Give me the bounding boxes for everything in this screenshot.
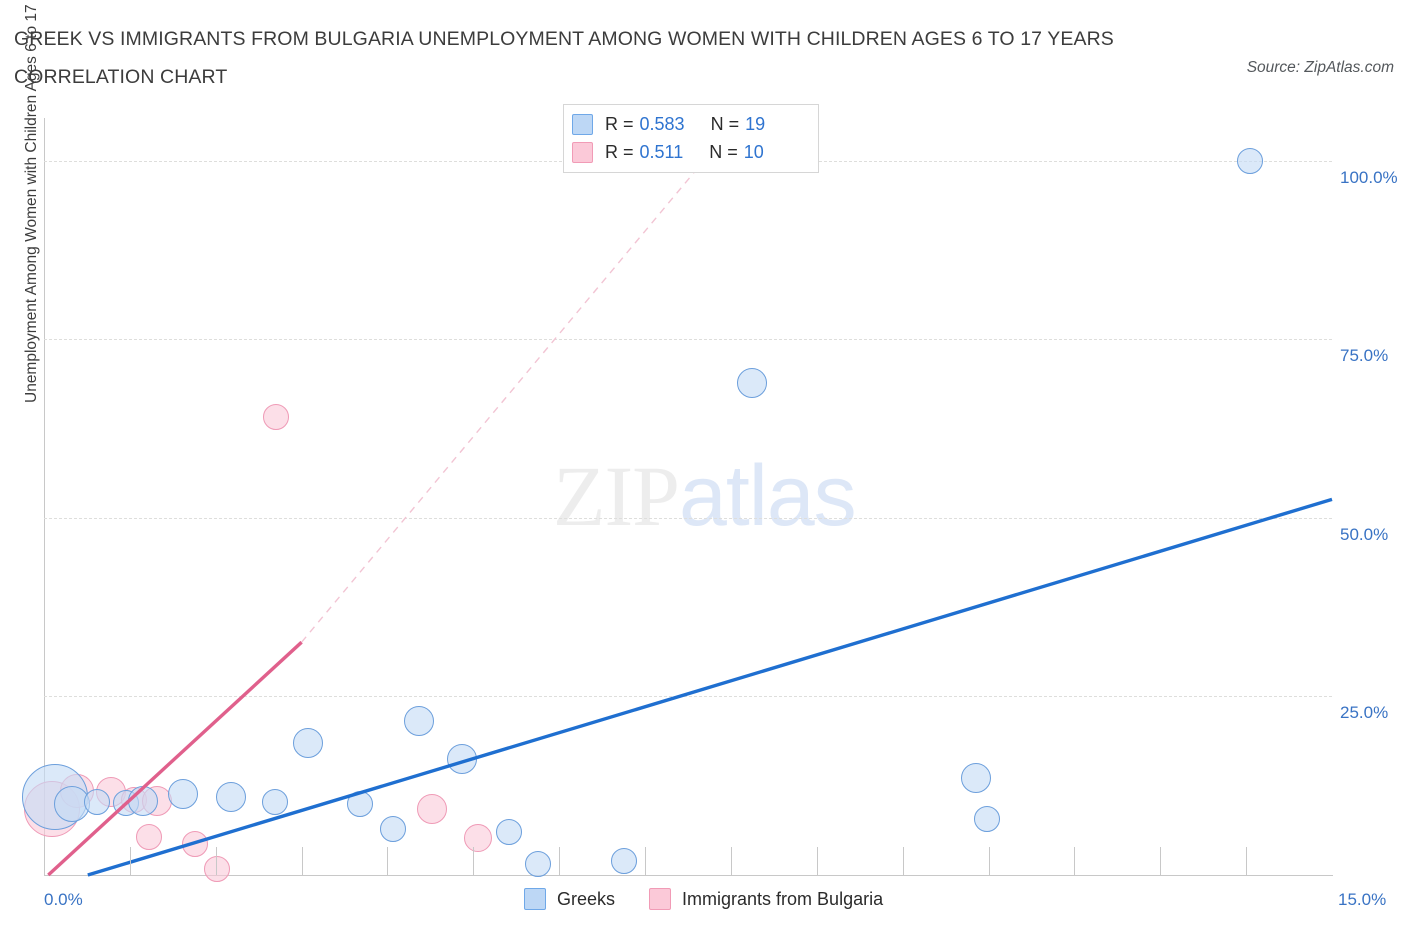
legend-item-bulgaria[interactable]: Immigrants from Bulgaria bbox=[649, 888, 883, 910]
legend-bulgaria-swatch bbox=[649, 888, 672, 910]
x-axis-tick bbox=[816, 847, 818, 875]
legend-item-greeks[interactable]: Greeks bbox=[524, 888, 615, 910]
y-tick-label: 25.0% bbox=[1340, 703, 1389, 723]
x-axis-tick bbox=[301, 847, 303, 875]
legend-bulgaria-label: Immigrants from Bulgaria bbox=[682, 888, 884, 909]
data-point-greeks[interactable] bbox=[611, 847, 638, 874]
bulgaria-r-value: 0.511 bbox=[639, 141, 684, 162]
y-tick-label: 50.0% bbox=[1340, 524, 1389, 544]
y-axis-title-wrap: Unemployment Among Women with Children A… bbox=[23, 0, 46, 800]
bulgaria-n-label: N = bbox=[709, 141, 738, 162]
data-point-greeks[interactable] bbox=[216, 782, 247, 813]
data-point-greeks[interactable] bbox=[404, 705, 435, 736]
data-point-greeks[interactable] bbox=[447, 744, 478, 775]
greeks-color-swatch bbox=[572, 113, 593, 135]
data-point-greeks[interactable] bbox=[379, 816, 406, 843]
correlation-stats-box: R = 0.583 N = 19 R = 0.511 N = 10 bbox=[563, 104, 819, 173]
data-point-greeks[interactable] bbox=[1236, 147, 1263, 174]
data-point-bulgaria[interactable] bbox=[135, 824, 162, 851]
data-point-greeks[interactable] bbox=[293, 727, 324, 758]
gridline-y bbox=[44, 339, 1332, 341]
y-axis-title: Unemployment Among Women with Children A… bbox=[23, 0, 40, 403]
x-axis-tick bbox=[988, 847, 990, 875]
greeks-n-label: N = bbox=[710, 113, 740, 134]
x-axis-max-label: 15.0% bbox=[1338, 890, 1387, 909]
data-point-greeks[interactable] bbox=[261, 789, 288, 816]
y-tick-label: 75.0% bbox=[1340, 346, 1389, 366]
x-axis-tick bbox=[1160, 847, 1162, 875]
x-axis-tick bbox=[473, 847, 475, 875]
series-legend: Greeks Immigrants from Bulgaria bbox=[524, 888, 917, 910]
data-point-bulgaria[interactable] bbox=[463, 823, 492, 852]
x-axis-tick bbox=[129, 847, 131, 875]
gridline-y bbox=[44, 517, 1332, 519]
x-axis-tick bbox=[387, 847, 389, 875]
legend-greeks-label: Greeks bbox=[557, 888, 616, 909]
x-axis-tick bbox=[559, 847, 561, 875]
data-point-greeks[interactable] bbox=[737, 367, 768, 398]
x-axis-tick bbox=[215, 847, 217, 875]
data-point-greeks[interactable] bbox=[168, 779, 199, 810]
data-point-greeks[interactable] bbox=[524, 850, 551, 877]
data-point-greeks[interactable] bbox=[960, 762, 991, 793]
data-point-bulgaria[interactable] bbox=[204, 856, 231, 883]
data-point-greeks[interactable] bbox=[495, 819, 522, 846]
bulgaria-r-label: R = bbox=[605, 141, 634, 162]
greeks-r-label: R = bbox=[605, 113, 634, 134]
legend-greeks-swatch bbox=[524, 888, 546, 910]
x-axis-tick bbox=[1074, 847, 1076, 875]
data-point-bulgaria[interactable] bbox=[417, 793, 448, 824]
data-point-greeks[interactable] bbox=[84, 789, 111, 816]
x-axis-tick bbox=[730, 847, 732, 875]
data-point-greeks[interactable] bbox=[127, 786, 158, 817]
y-tick-label: 100.0% bbox=[1340, 167, 1398, 187]
data-point-bulgaria[interactable] bbox=[182, 830, 209, 857]
bulgaria-color-swatch bbox=[572, 141, 593, 163]
source-label: Source: ZipAtlas.com bbox=[1246, 59, 1394, 76]
plot-area bbox=[22, 118, 1332, 883]
greeks-r-value: 0.583 bbox=[639, 113, 685, 134]
data-point-greeks[interactable] bbox=[346, 791, 373, 818]
x-axis-min-label: 0.0% bbox=[44, 890, 83, 909]
x-axis-tick bbox=[645, 847, 647, 875]
bulgaria-n-value: 10 bbox=[743, 141, 764, 162]
data-point-greeks[interactable] bbox=[973, 806, 1000, 833]
x-axis-tick bbox=[1246, 847, 1248, 875]
x-axis-line bbox=[44, 875, 1333, 876]
x-axis-tick bbox=[902, 847, 904, 875]
page-title: GREEK VS IMMIGRANTS FROM BULGARIA UNEMPL… bbox=[14, 28, 1114, 88]
gridline-y bbox=[44, 696, 1332, 698]
stats-row-bulgaria: R = 0.511 N = 10 bbox=[572, 138, 810, 166]
data-point-bulgaria[interactable] bbox=[262, 403, 289, 430]
greeks-n-value: 19 bbox=[745, 113, 766, 134]
stats-row-greeks: R = 0.583 N = 19 bbox=[572, 110, 810, 138]
y-axis-line bbox=[44, 118, 45, 875]
